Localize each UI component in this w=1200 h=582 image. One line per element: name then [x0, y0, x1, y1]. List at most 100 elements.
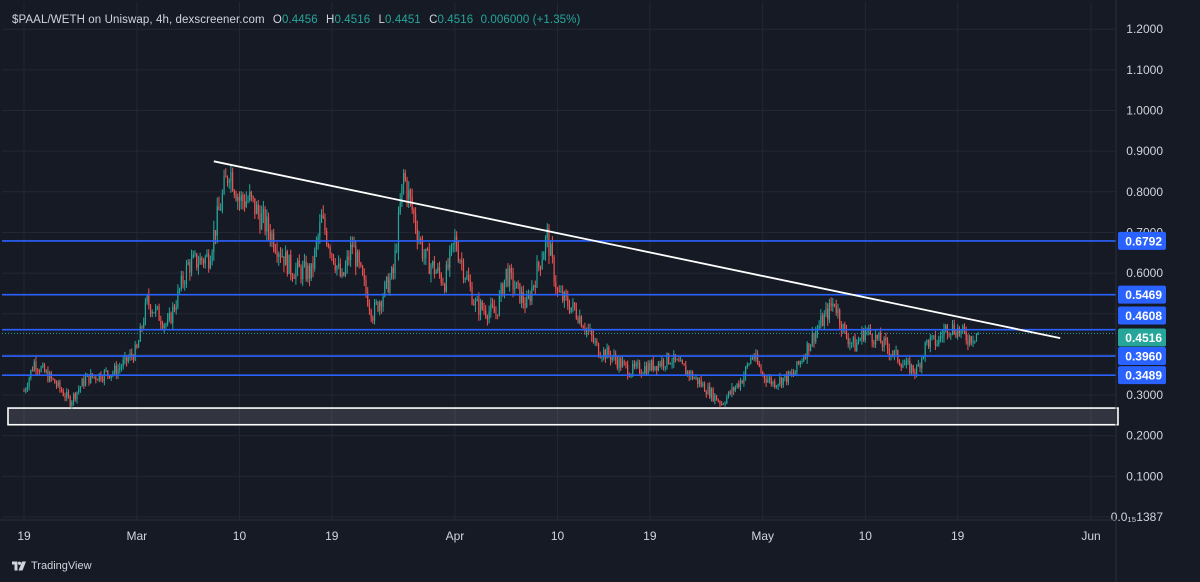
candle-body	[852, 337, 854, 343]
candle-body	[450, 244, 453, 250]
candle-body	[33, 361, 35, 371]
candle-body	[859, 338, 861, 341]
candle-body	[315, 241, 318, 250]
candle-body	[329, 246, 331, 254]
candle-body	[827, 308, 829, 320]
candle-body	[673, 354, 675, 363]
candle-body	[435, 271, 437, 274]
candle-body	[232, 171, 234, 191]
candle-body	[844, 323, 846, 330]
candle-body	[307, 265, 309, 280]
candle-body	[179, 288, 181, 290]
candle-body	[715, 395, 718, 401]
tradingview-logo-icon	[12, 561, 26, 571]
candle-body	[334, 263, 336, 271]
candle-body	[409, 189, 412, 198]
candle-body	[144, 302, 147, 323]
candle-body	[382, 296, 384, 307]
candle-body	[572, 302, 574, 308]
candle-body	[278, 253, 280, 257]
candle-body	[297, 260, 299, 269]
candle-body	[960, 329, 962, 334]
candle-body	[83, 379, 85, 386]
candle-body	[303, 261, 306, 266]
candle-body	[975, 333, 978, 341]
candle-body	[857, 340, 860, 343]
candle-body	[161, 324, 164, 329]
candle-body	[922, 356, 925, 359]
candle-body	[180, 275, 182, 289]
candle-body	[608, 347, 610, 355]
candle-body	[847, 337, 849, 345]
candle-body	[510, 268, 512, 273]
candle-body	[414, 214, 417, 229]
candle-body	[474, 301, 477, 305]
candle-body	[165, 324, 167, 326]
candle-body	[67, 392, 70, 397]
candle-body	[579, 316, 581, 323]
candle-body	[517, 282, 519, 284]
candle-body	[880, 332, 882, 344]
candle-body	[361, 266, 364, 275]
candle-body	[290, 254, 292, 276]
candle-body	[302, 265, 304, 280]
horizontal-levels	[2, 240, 1116, 376]
candle-body	[644, 366, 646, 374]
candle-body	[76, 391, 78, 400]
candle-body	[907, 360, 909, 362]
candle-body	[189, 262, 191, 273]
candle-body	[562, 291, 564, 301]
trendline[interactable]	[213, 160, 1061, 340]
candle-body	[151, 312, 153, 314]
candle-body	[230, 171, 232, 182]
candle-body	[724, 403, 726, 405]
candle-body	[890, 354, 892, 356]
candle-body	[461, 260, 463, 262]
candle-body	[283, 256, 285, 266]
candle-body	[452, 243, 454, 245]
last-price-tag: 0.4516	[1125, 331, 1162, 345]
candle-body	[401, 184, 403, 204]
candle-body	[702, 383, 704, 386]
candle-body	[685, 365, 687, 375]
candle-body	[849, 342, 851, 345]
candle-body	[346, 256, 348, 266]
trendline-segment	[213, 160, 1061, 340]
candle-body	[326, 231, 328, 245]
time-tick-label: 10	[551, 529, 565, 543]
candle-body	[406, 180, 408, 200]
candle-body	[235, 194, 237, 201]
candle-body	[90, 373, 92, 384]
candle-body	[238, 197, 241, 202]
candle-body	[132, 356, 135, 361]
candle-body	[459, 260, 461, 262]
candle-body	[618, 358, 620, 368]
candle-body	[821, 315, 824, 326]
candle-body	[886, 340, 889, 349]
candle-body	[479, 301, 482, 315]
candle-body	[209, 261, 211, 269]
candle-body	[637, 363, 639, 365]
candle-body	[269, 231, 271, 241]
footer-brand[interactable]: TradingView	[12, 560, 92, 572]
candle-body	[893, 350, 895, 355]
candle-body	[603, 349, 605, 358]
candle-body	[493, 306, 495, 313]
candle-body	[962, 326, 964, 330]
time-tick-label: Jun	[1081, 529, 1100, 543]
candle-body	[317, 236, 319, 242]
candle-body	[965, 331, 967, 341]
time-axis[interactable]: 19 Mar 10 19 Apr 10 19 May 10 19 Jun	[0, 519, 1116, 543]
candle-body	[42, 364, 44, 368]
candle-body	[912, 365, 914, 372]
candle-body	[917, 364, 919, 367]
candle-body	[259, 213, 261, 230]
candle-body	[709, 386, 711, 398]
candle-body	[768, 377, 771, 380]
candle-body	[502, 284, 504, 296]
candle-body	[25, 389, 27, 392]
candle-body	[739, 380, 742, 388]
candle-body	[871, 334, 873, 343]
price-tick-label: 0.8000	[1126, 185, 1163, 199]
